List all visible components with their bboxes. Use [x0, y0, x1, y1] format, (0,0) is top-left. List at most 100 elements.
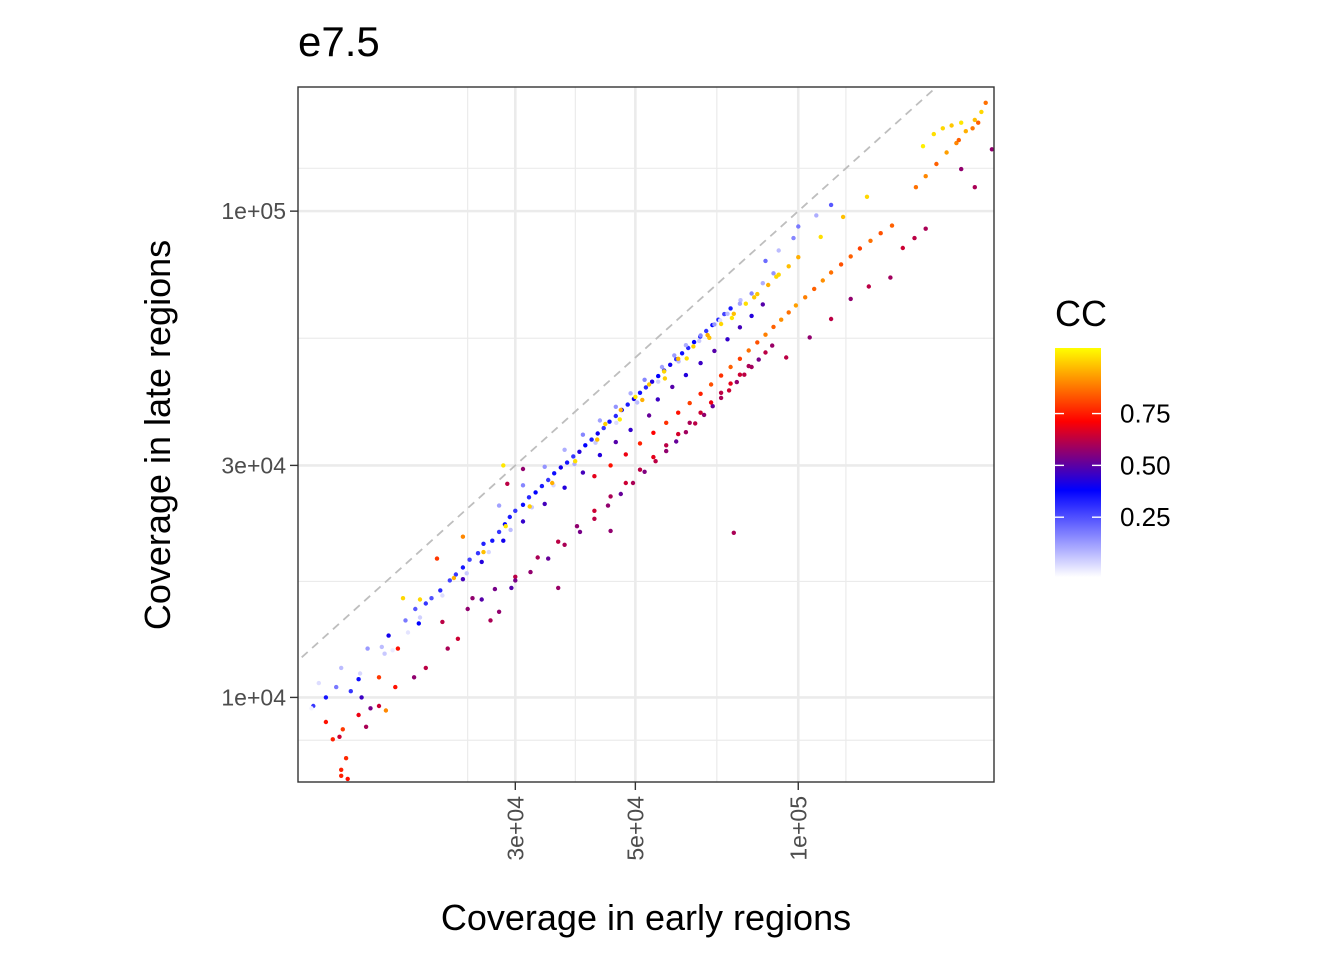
data-point: [337, 734, 342, 739]
legend-title: CC: [1055, 293, 1107, 334]
data-point: [963, 129, 968, 134]
data-point: [756, 357, 761, 362]
data-points: [309, 100, 994, 782]
data-point: [323, 695, 329, 700]
data-point: [574, 524, 580, 529]
data-point: [445, 646, 450, 651]
data-point: [838, 262, 844, 267]
data-point: [637, 467, 643, 472]
y-tick-label: 1e+04: [221, 684, 286, 710]
data-point: [737, 372, 743, 377]
data-point: [460, 565, 466, 570]
data-point: [840, 214, 846, 220]
data-point: [465, 606, 470, 612]
data-point: [749, 291, 754, 296]
data-point: [533, 490, 538, 495]
data-point: [712, 322, 717, 327]
data-point: [460, 577, 466, 582]
data-point: [481, 549, 486, 555]
data-point: [676, 356, 681, 361]
data-point: [676, 410, 681, 415]
data-point: [956, 137, 961, 143]
data-point: [513, 574, 518, 579]
data-point: [737, 301, 743, 306]
data-point: [343, 756, 349, 761]
data-point: [746, 363, 751, 369]
plot-panel: [298, 87, 994, 782]
data-point: [746, 348, 751, 353]
data-point: [722, 311, 727, 317]
data-point: [438, 588, 443, 593]
data-point: [467, 557, 472, 562]
data-point: [429, 596, 434, 601]
data-point: [365, 646, 370, 651]
data-point: [383, 708, 389, 713]
data-point: [464, 571, 469, 576]
data-point: [535, 555, 540, 560]
data-point: [704, 328, 709, 334]
data-point: [923, 174, 928, 179]
data-point: [717, 318, 723, 323]
data-point: [556, 539, 561, 544]
data-point: [679, 351, 685, 356]
data-point: [513, 508, 518, 513]
data-point: [728, 306, 733, 311]
data-point: [614, 420, 619, 425]
data-point: [379, 644, 384, 650]
data-point: [607, 419, 612, 424]
data-point: [417, 597, 423, 602]
data-point: [434, 556, 440, 561]
data-point: [793, 303, 799, 308]
data-point: [630, 480, 636, 486]
data-point: [752, 295, 757, 300]
data-point: [416, 621, 421, 626]
data-point: [496, 529, 502, 535]
data-point: [763, 332, 768, 337]
data-point: [708, 382, 714, 387]
data-point: [423, 601, 428, 606]
axes: 3e+04 5e+04 1e+05 1e+04 3e+04 1e+05: [221, 198, 811, 860]
data-point: [451, 575, 457, 581]
data-point: [864, 194, 870, 199]
data-point: [664, 448, 669, 454]
data-point: [656, 373, 661, 379]
data-point: [656, 379, 661, 384]
data-point: [737, 356, 743, 361]
data-point: [339, 665, 344, 671]
data-point: [642, 469, 647, 474]
data-point: [786, 310, 791, 315]
data-point: [637, 390, 643, 395]
data-point: [618, 407, 623, 413]
data-point: [812, 286, 817, 292]
data-point: [683, 372, 689, 378]
data-point: [508, 527, 513, 533]
data-point: [725, 337, 730, 342]
data-point: [618, 491, 623, 497]
data-point: [878, 231, 883, 236]
data-point: [989, 147, 994, 152]
data-point: [646, 413, 652, 418]
data-point: [496, 503, 502, 508]
data-point: [640, 397, 645, 403]
x-tick-label: 5e+04: [622, 796, 648, 861]
data-point: [376, 675, 382, 680]
data-point: [390, 648, 395, 653]
data-point: [527, 504, 532, 509]
data-point: [779, 317, 784, 322]
data-point: [623, 480, 628, 486]
colorbar-legend: CC 0.25 0.50 0.75: [1055, 293, 1171, 577]
data-point: [698, 391, 703, 396]
data-point: [368, 706, 373, 711]
data-point: [931, 131, 936, 137]
data-point: [597, 418, 603, 423]
data-point: [580, 470, 586, 475]
data-point: [608, 494, 613, 499]
data-point: [949, 123, 954, 128]
data-point: [664, 420, 669, 425]
data-point: [803, 295, 808, 300]
data-point: [820, 278, 825, 283]
data-point: [766, 282, 771, 288]
data-point: [546, 556, 551, 561]
data-point: [411, 675, 417, 680]
